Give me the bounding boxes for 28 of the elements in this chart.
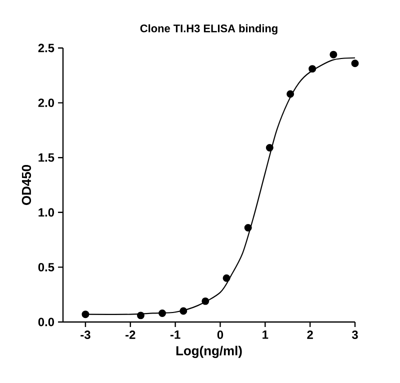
point [82, 310, 90, 318]
y-tick-label: 0.0 [38, 318, 54, 326]
y-tick-label: 1.5 [38, 153, 54, 162]
y-tick-label: 1.0 [38, 208, 54, 217]
x-tick-label: 3 [352, 330, 358, 339]
y-tick-label: 0.5 [38, 262, 54, 272]
point [286, 90, 294, 98]
point [244, 224, 252, 232]
x-tick-label: 1 [262, 330, 268, 339]
point [180, 307, 188, 315]
point [351, 60, 359, 68]
point [202, 297, 210, 305]
point [136, 312, 144, 320]
x-tick-label: 2 [307, 330, 313, 339]
x-tick-label: -3 [80, 330, 90, 339]
y-tick-label: 2.0 [38, 98, 54, 108]
point [266, 144, 274, 152]
chart-title: Clone TI.H3 ELISA binding [140, 24, 278, 35]
x-tick-label: 0 [217, 330, 224, 339]
x-axis-title: Log(ng/ml) [176, 346, 242, 358]
point [222, 274, 230, 282]
x-tick-label: -2 [126, 330, 136, 339]
point [330, 50, 338, 58]
x-tick-label: -1 [170, 330, 180, 339]
y-tick-label: 2.5 [38, 44, 54, 52]
y-axis-title: OD450 [22, 165, 32, 205]
point [158, 309, 166, 317]
point [308, 65, 316, 73]
